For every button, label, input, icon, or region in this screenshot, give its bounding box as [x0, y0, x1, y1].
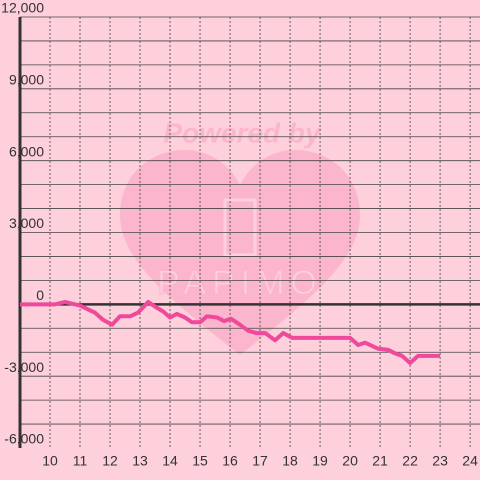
x-tick-label: 17 [252, 453, 268, 469]
logo [223, 198, 257, 257]
y-tick-label: 3,000 [9, 215, 44, 231]
x-tick-label: 22 [402, 453, 418, 469]
x-tick-label: 10 [42, 453, 58, 469]
y-tick-label: 12,000 [1, 0, 44, 16]
x-tick-label: 14 [162, 453, 178, 469]
x-tick-label: 18 [282, 453, 298, 469]
x-tick-label: 24 [462, 453, 478, 469]
y-tick-label: 6,000 [9, 143, 44, 159]
x-tick-label: 21 [372, 453, 388, 469]
x-tick-label: 23 [432, 453, 448, 469]
x-tick-label: 16 [222, 453, 238, 469]
x-tick-label: 13 [132, 453, 148, 469]
y-tick-label: 0 [36, 287, 44, 303]
x-tick-label: 12 [102, 453, 118, 469]
watermark-brand: PAPIMO [157, 264, 323, 302]
x-tick-label: 20 [342, 453, 358, 469]
data-line [20, 299, 441, 365]
x-tick-label: 19 [312, 453, 328, 469]
y-tick-label: -6,000 [4, 431, 44, 447]
x-tick-label: 11 [73, 453, 88, 469]
x-tick-label: 15 [192, 453, 208, 469]
y-tick-label: 9,000 [9, 72, 44, 88]
y-tick-label: -3,000 [4, 359, 44, 375]
watermark-title: Powered by [163, 117, 322, 148]
